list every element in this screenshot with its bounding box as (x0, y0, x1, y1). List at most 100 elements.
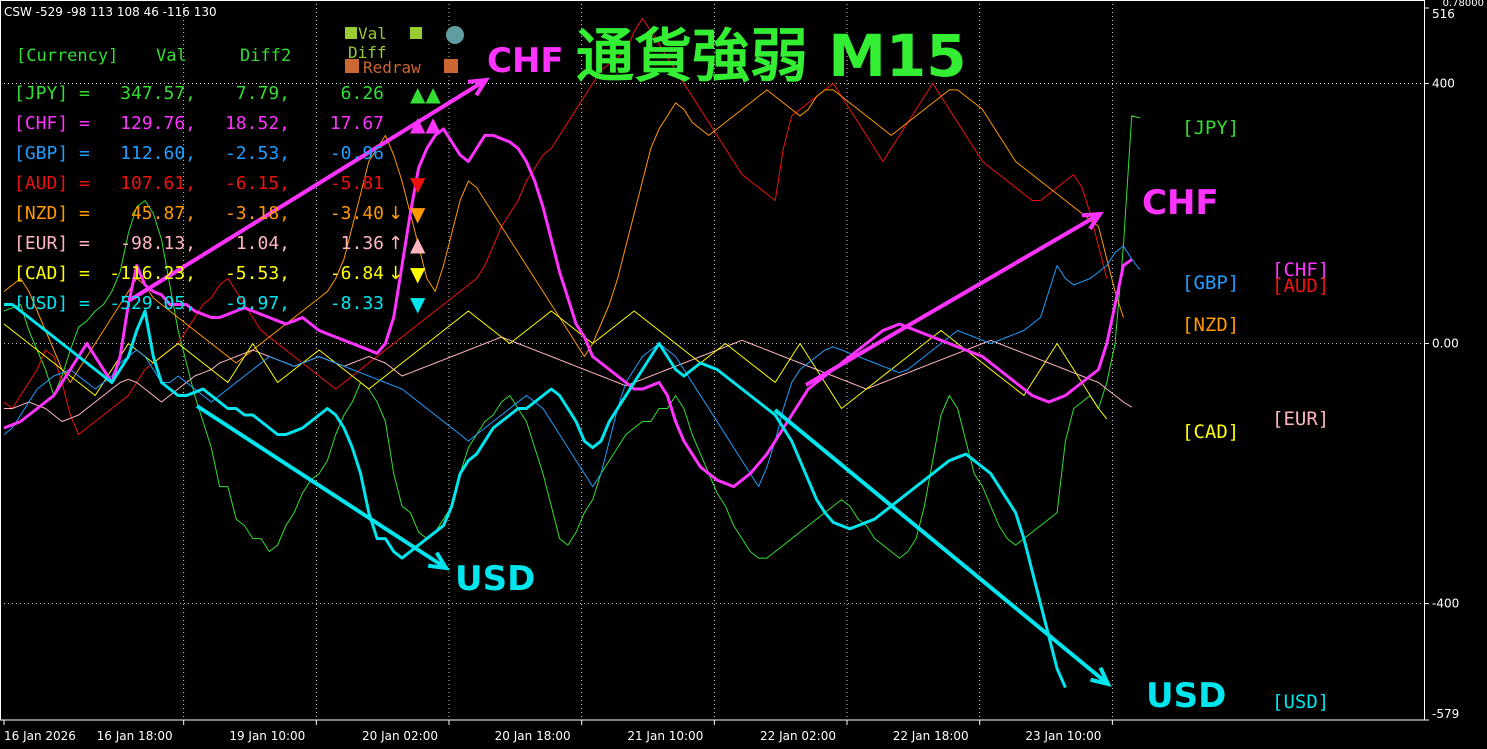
right-label-eur: [EUR] (1272, 408, 1329, 430)
right-label-gbp: [GBP] (1182, 272, 1239, 294)
table-row-trend-arrow: ↓ (388, 263, 403, 284)
table-row-val: -98.13, (120, 233, 196, 254)
series-line-eur (4, 336, 1132, 422)
series-line-usd (4, 303, 1067, 689)
table-row-val: 347.57, (120, 83, 196, 104)
table-row-val: 107.61, (120, 173, 196, 194)
redraw-button-left-square[interactable] (345, 59, 359, 73)
chart-title: 通貨強弱 M15 (576, 22, 967, 90)
chf-annotation-top: CHF (487, 41, 564, 81)
right-label-aud: [AUD] (1272, 275, 1329, 297)
redraw-button[interactable]: Redraw (345, 58, 458, 77)
table-row-val: 45.87, (131, 203, 196, 224)
table-row-diff: -3.40 (330, 203, 384, 224)
chf-arrow-right-head (1081, 211, 1104, 231)
table-row-trend-arrow: ↑ (388, 233, 403, 254)
usd-annotation-left: USD (455, 559, 535, 599)
usd-arrow-right (773, 408, 1110, 686)
series-line-gbp (3, 245, 1141, 488)
usd-arrow-left-head (427, 551, 450, 571)
chf-arrow-right (804, 212, 1102, 387)
table-header-val: Val (156, 46, 187, 66)
table-row-diff2: -3.18, (225, 203, 290, 224)
series-line-aud (3, 17, 1108, 435)
chf-arrow-left-head (467, 77, 490, 97)
x-tick-label: 16 Jan 2026 (4, 729, 76, 743)
val-button-right-square[interactable] (410, 27, 422, 39)
x-tick-label: 21 Jan 10:00 (627, 729, 703, 743)
table-row-marks-icon: ▼ (410, 202, 426, 226)
x-tick-label: 20 Jan 18:00 (495, 729, 571, 743)
table-row-diff: -5.81 (330, 173, 384, 194)
table-row-val: -116.23, (109, 263, 196, 284)
table-row-marks-icon: ▲ (410, 232, 426, 256)
x-tick-label: 16 Jan 18:00 (97, 729, 173, 743)
right-label-jpy: [JPY] (1182, 117, 1239, 139)
table-row-currency: [GBP] = (14, 143, 90, 164)
table-row-diff: -0.96 (330, 143, 384, 164)
right-label-cad: [CAD] (1182, 421, 1239, 443)
table-row-marks-icon: ▲▲ (410, 82, 441, 106)
series-lines (3, 17, 1141, 689)
table-row-diff: 1.36 (341, 233, 384, 254)
redraw-button-right-square[interactable] (444, 59, 458, 73)
y-axis: 516 400 0.00 -400 -579 (1424, 7, 1459, 721)
diff-button-label[interactable]: Diff (348, 43, 387, 62)
redraw-button-label[interactable]: Redraw (363, 58, 421, 77)
table-row-marks-icon: ▼ (410, 172, 426, 196)
table-row-currency: [AUD] = (14, 173, 90, 194)
chf-annotation-right: CHF (1142, 183, 1219, 223)
table-row-diff2: -9.97, (225, 293, 290, 314)
usd-arrow-right-head (1090, 666, 1112, 687)
y-tick-label: 400 (1432, 76, 1455, 90)
table-row-diff2: -5.53, (225, 263, 290, 284)
table-row-diff: 17.67 (330, 113, 384, 134)
x-tick-label: 20 Jan 02:00 (362, 729, 438, 743)
y-tick-label: 516 (1432, 7, 1455, 21)
chf-arrow-left (128, 78, 488, 302)
table-row-diff2: -2.53, (225, 143, 290, 164)
series-line-nzd (3, 89, 1124, 383)
x-tick-label: 22 Jan 02:00 (760, 729, 836, 743)
table-header-currency: [Currency] (16, 46, 118, 66)
grid-lines (0, 0, 1425, 721)
right-label-nzd: [NZD] (1182, 314, 1239, 336)
indicator-label: CSW -529 -98 113 108 46 -116 130 (4, 5, 217, 19)
val-button[interactable]: Val (345, 24, 422, 43)
right-label-usd: [USD] (1272, 691, 1329, 713)
usd-annotation-right: USD (1146, 676, 1226, 716)
x-axis: 16 Jan 2026 16 Jan 18:00 19 Jan 10:00 20 Ja… (3, 720, 1113, 743)
series-line-cad (3, 310, 1108, 420)
table-row-diff2: 1.04, (236, 233, 290, 254)
table-row-currency: [JPY] = (14, 83, 90, 104)
table-row-val: -529.05, (109, 293, 196, 314)
val-button-label[interactable]: Val (358, 24, 387, 43)
table-row-trend-arrow: ↓ (388, 203, 403, 224)
table-row-currency: [NZD] = (14, 203, 90, 224)
table-row-marks-icon: ▼ (410, 262, 426, 286)
top-right-value: 0.78000 (1443, 0, 1484, 9)
currency-table: [Currency] Val Diff2 [JPY] = 347.57, 7.79,… (14, 46, 441, 316)
annotation-arrows (128, 77, 1112, 687)
status-dot-icon[interactable] (446, 26, 464, 44)
x-tick-label: 22 Jan 18:00 (893, 729, 969, 743)
right-series-labels: [JPY] [GBP] [CHF][AUD] [NZD] [EUR] [CAD] [USD] (1182, 117, 1329, 713)
table-row-diff2: 7.79, (236, 83, 290, 104)
table-row-diff2: -6.15, (225, 173, 290, 194)
y-tick-label: -400 (1432, 597, 1459, 611)
table-row-diff: -6.84 (330, 263, 384, 284)
series-line-jpy (3, 115, 1141, 559)
usd-arrow-left (195, 404, 448, 570)
table-row-marks-icon: ▲▲ (410, 112, 441, 136)
table-row-diff: 6.26 (341, 83, 384, 104)
plot-border (0, 0, 1425, 721)
x-tick-label: 23 Jan 10:00 (1025, 729, 1101, 743)
y-tick-label: 0.00 (1432, 337, 1459, 351)
val-button-left-square[interactable] (345, 27, 357, 39)
table-row-marks-icon: ▼ (410, 292, 426, 316)
table-row-diff: -8.33 (330, 293, 384, 314)
x-tick-label: 19 Jan 10:00 (229, 729, 305, 743)
table-row-currency: [USD] = (14, 293, 90, 314)
y-tick-label: -579 (1432, 707, 1459, 721)
